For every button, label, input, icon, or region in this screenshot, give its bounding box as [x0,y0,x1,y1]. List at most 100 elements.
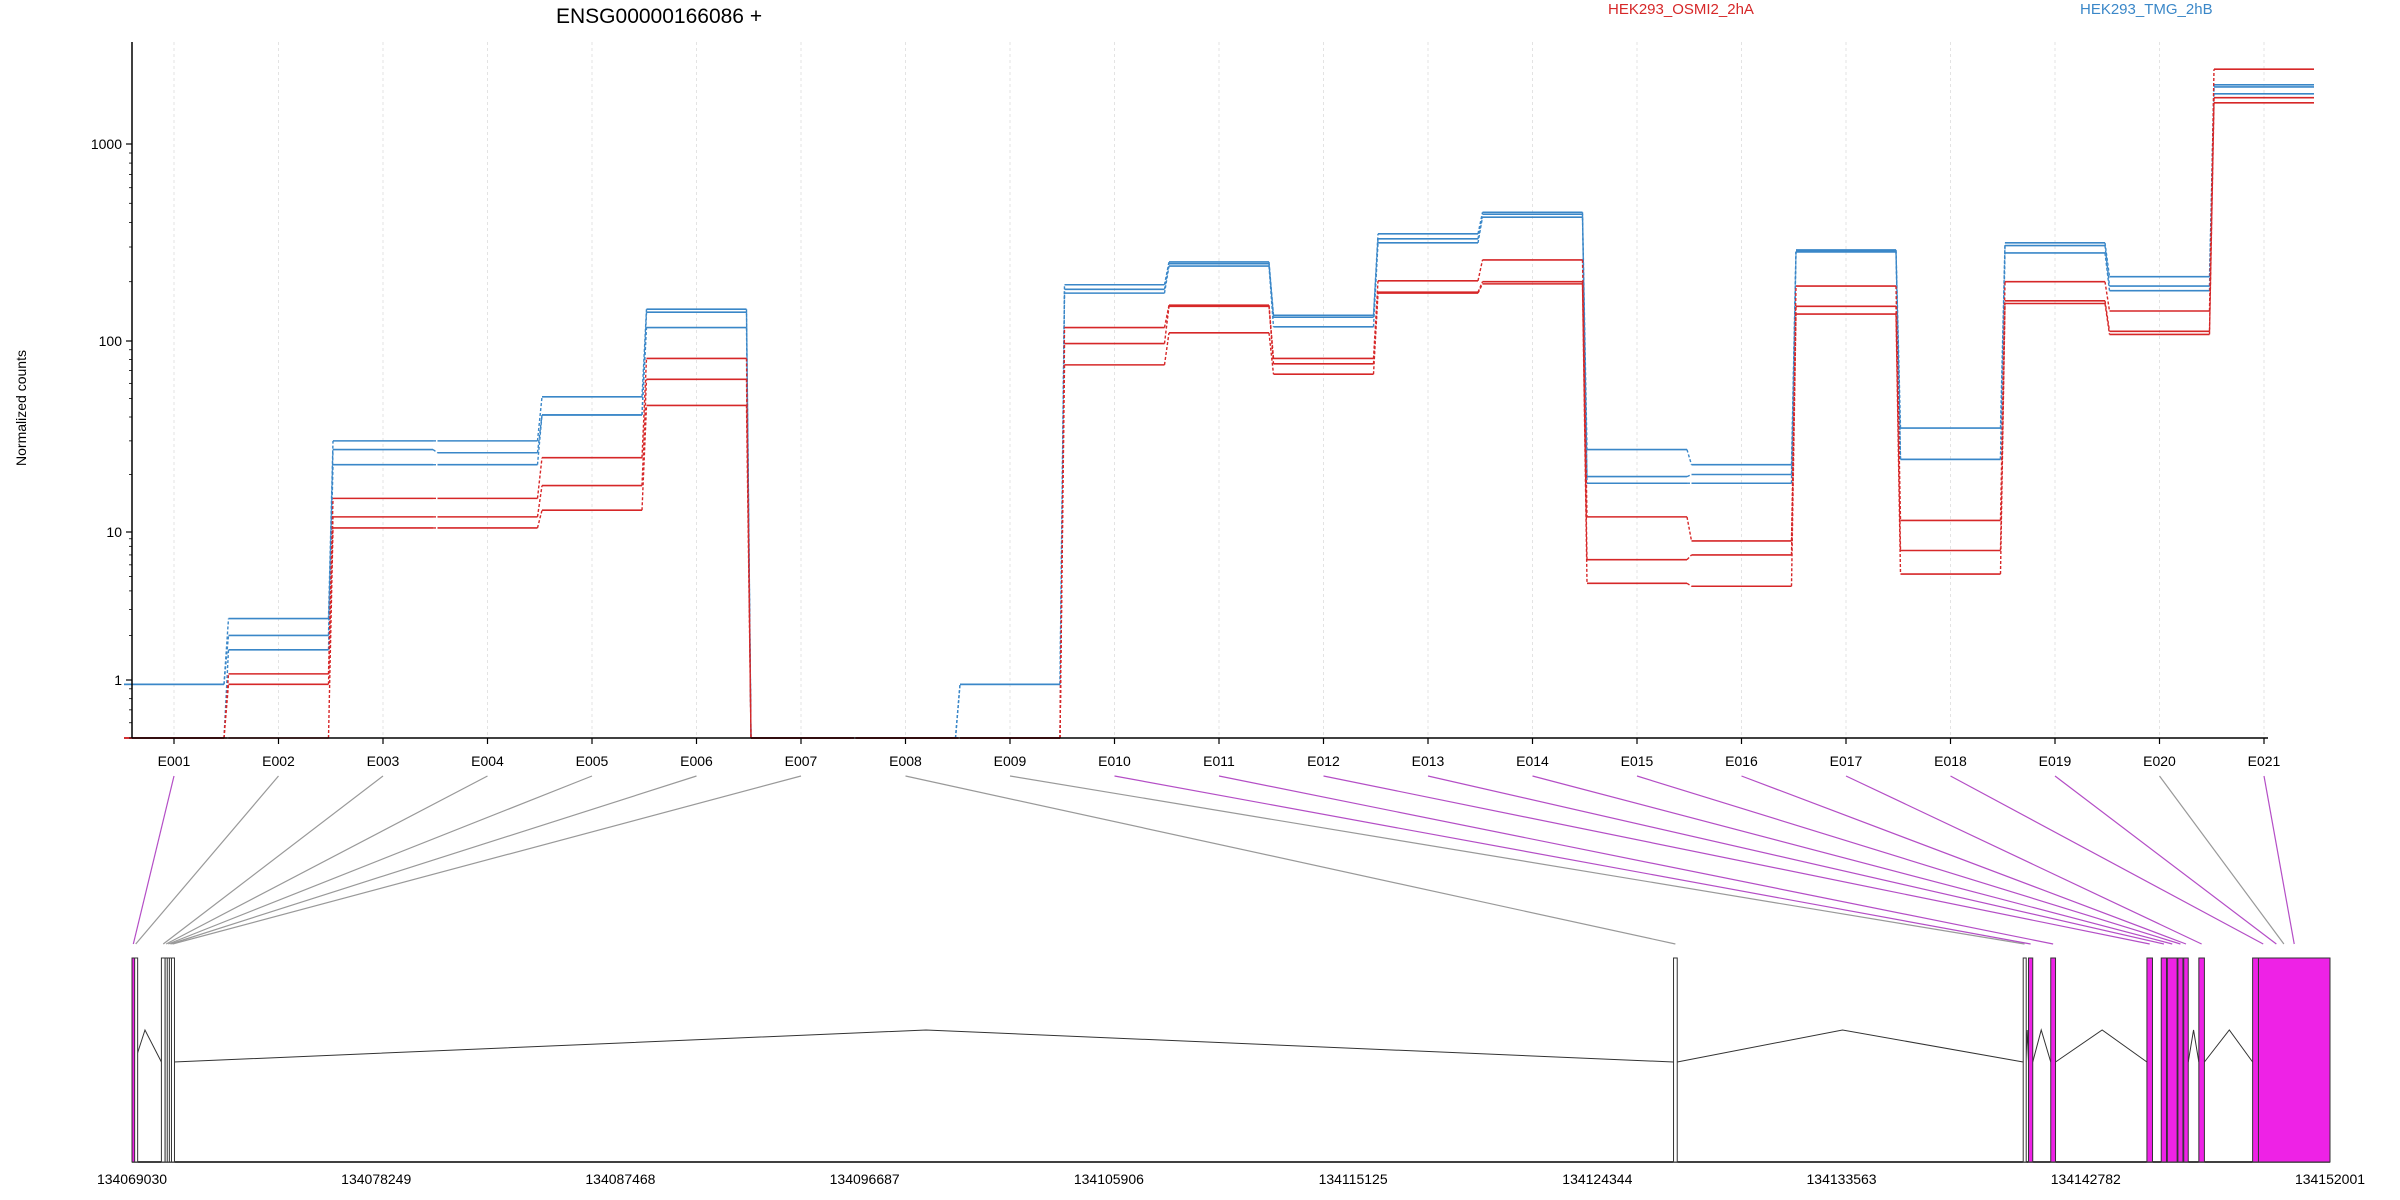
y-tick-label-2: 100 [99,333,123,349]
exon-label-e006: E006 [680,753,713,769]
series-6-link-e009 [1059,364,1066,739]
exon-label-e020: E020 [2143,753,2176,769]
connector-e011 [1218,775,2054,945]
exon-label-e013: E013 [1412,753,1445,769]
exon-label-e012: E012 [1307,753,1340,769]
exon-box-e009 [2022,957,2027,1163]
series-6-link-e004 [536,510,543,529]
series-6-link-e018 [1999,303,2006,575]
exon-box-e016 [2183,957,2189,1163]
exon-label-e003: E003 [367,753,400,769]
series-6-link-e020 [2208,102,2215,335]
coordinate-label-0: 134069030 [97,1171,167,1187]
exon-label-e009: E009 [994,753,1027,769]
legend-item-osmi2: HEK293_OSMI2_2hA [1608,1,1754,18]
series-5-link-e014 [1581,281,1588,560]
connector-e017 [1845,775,2202,945]
exon-box-e017 [2198,957,2205,1163]
exon-box-e007 [170,957,175,1163]
series-4-link-e004 [536,457,543,499]
exon-label-e014: E014 [1516,753,1549,769]
series-6-link-e012 [1372,293,1379,375]
exon-box-e002 [134,957,139,1163]
coordinate-label-3: 134096687 [830,1171,900,1187]
series-3-link-e011 [1268,266,1275,327]
series-5-link-e015 [1686,554,1693,561]
exon-box-e011 [2050,957,2057,1163]
exon-label-e017: E017 [1830,753,1863,769]
exon-label-e015: E015 [1621,753,1654,769]
series-6-link-e019 [2104,303,2111,335]
series-5-link-e020 [2208,97,2215,332]
chart-title: ENSG00000166086 + [556,5,762,28]
coordinate-label-6: 134124344 [1562,1171,1632,1187]
series-3-link-e019 [2104,252,2111,291]
coordinate-label-8: 134142782 [2051,1171,2121,1187]
series-4-link-e015 [1686,516,1693,542]
series-3-link-e002 [327,464,334,650]
exon-label-e005: E005 [576,753,609,769]
connector-e004 [165,775,488,945]
y-tick-label-3: 1000 [91,136,122,152]
exon-connector-layer [132,775,2295,945]
y-axis-label: Normalized counts [13,350,29,466]
coordinate-label-5: 134115125 [1319,1171,1388,1187]
exon-label-e021: E021 [2248,753,2281,769]
series-4-link-e013 [1477,259,1484,281]
intron-1 [134,1028,162,1063]
exon-box-e014 [2166,957,2178,1163]
series-1-link-e009 [1059,284,1066,685]
series-3-link-e020 [2208,93,2215,291]
connector-e019 [2054,775,2277,945]
series-2-link-e003 [432,449,438,454]
series-5-link-e002 [327,516,334,685]
exon-label-e018: E018 [1934,753,1967,769]
connector-e003 [162,775,384,945]
coordinate-label-2: 134087468 [585,1171,655,1187]
series-6-link-e017 [1895,314,1902,575]
connector-e007 [172,775,802,945]
connector-e018 [1950,775,2264,945]
exon-box-e008 [1673,957,1678,1163]
coordinate-label-4: 134105906 [1074,1171,1144,1187]
connector-e002 [135,775,279,945]
exon-label-e002: E002 [262,753,295,769]
exon-label-e019: E019 [2039,753,2072,769]
exon-box-e013 [2160,957,2168,1163]
connector-e021 [2263,775,2295,945]
connector-e008 [905,775,1676,945]
intron-6 [2055,1029,2148,1063]
intron-2 [173,1029,1674,1063]
series-3-link-e017 [1895,251,1902,460]
intron-3 [1677,1029,2024,1063]
series-2-link-e008 [954,684,961,739]
series-4-link-e005 [641,358,648,458]
series-2-link-e001 [223,635,230,685]
series-3-link-e010 [1163,265,1170,294]
series-5-link-e004 [536,485,543,517]
grid-layer [173,42,2265,738]
exon-box-e021 [2257,957,2331,1163]
exon-label-e001: E001 [158,753,191,769]
connector-e013 [1427,775,2165,945]
exon-box-e003 [160,957,166,1163]
series-3-link-e018 [1999,252,2006,460]
y-tick-label-0: 1 [114,672,122,688]
series-1-link-e015 [1686,449,1693,465]
connector-e016 [1741,775,2187,945]
connector-e005 [168,775,593,945]
exon-label-e007: E007 [785,753,818,769]
exon-label-e011: E011 [1203,753,1235,769]
series-2-link-e014 [1581,214,1588,477]
connector-e006 [170,775,697,945]
connector-e001 [132,775,175,945]
series-4-link-e012 [1372,280,1379,359]
y-tick-label-1: 10 [106,524,122,540]
connector-e009 [1009,775,2025,945]
series-6-link-e006 [745,405,752,739]
series-3-link-e005 [641,327,648,415]
series-6-link-e005 [641,405,648,511]
series-3-link-e013 [1477,217,1484,243]
series-6-link-e013 [1477,283,1484,294]
